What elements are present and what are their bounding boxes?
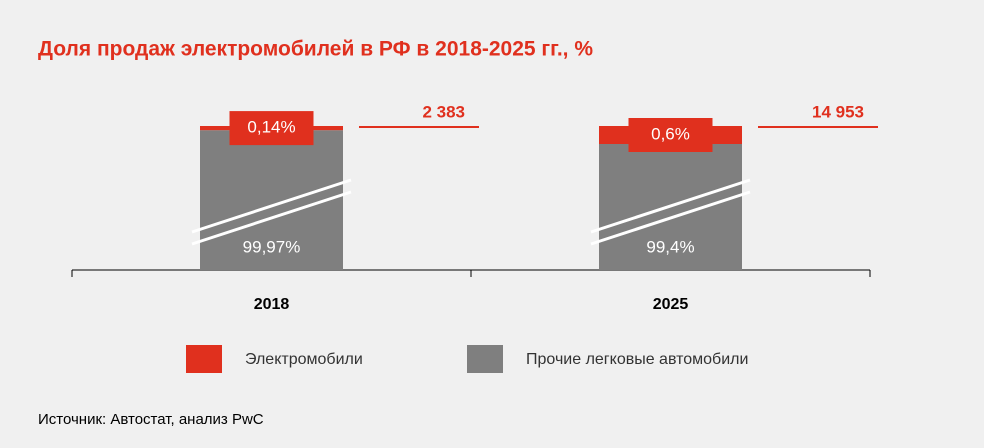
x-tick-label: 2025 xyxy=(653,296,689,313)
axis-break xyxy=(191,178,352,234)
axis-break xyxy=(590,190,751,246)
value-label: 99,97% xyxy=(243,237,301,256)
legend-swatch xyxy=(467,345,503,373)
value-label: 0,14% xyxy=(247,118,295,137)
source: Источник: Автостат, анализ PwC xyxy=(38,411,264,428)
legend-label: Прочие легковые автомобили xyxy=(526,351,748,368)
annotation: 2 383 xyxy=(422,102,465,121)
annotation: 14 953 xyxy=(812,102,864,121)
x-tick-label: 2018 xyxy=(254,296,290,313)
value-label-box xyxy=(628,118,713,152)
chart-title: Доля продаж электромобилей в РФ в 2018-2… xyxy=(38,38,593,61)
value-label: 0,6% xyxy=(651,124,690,143)
bar xyxy=(200,130,343,270)
value-label: 99,4% xyxy=(646,237,694,256)
legend-label: Электромобили xyxy=(245,351,363,368)
axis-break xyxy=(191,190,352,246)
axis-break xyxy=(590,178,751,234)
legend-swatch xyxy=(186,345,222,373)
value-label-box xyxy=(229,111,314,146)
